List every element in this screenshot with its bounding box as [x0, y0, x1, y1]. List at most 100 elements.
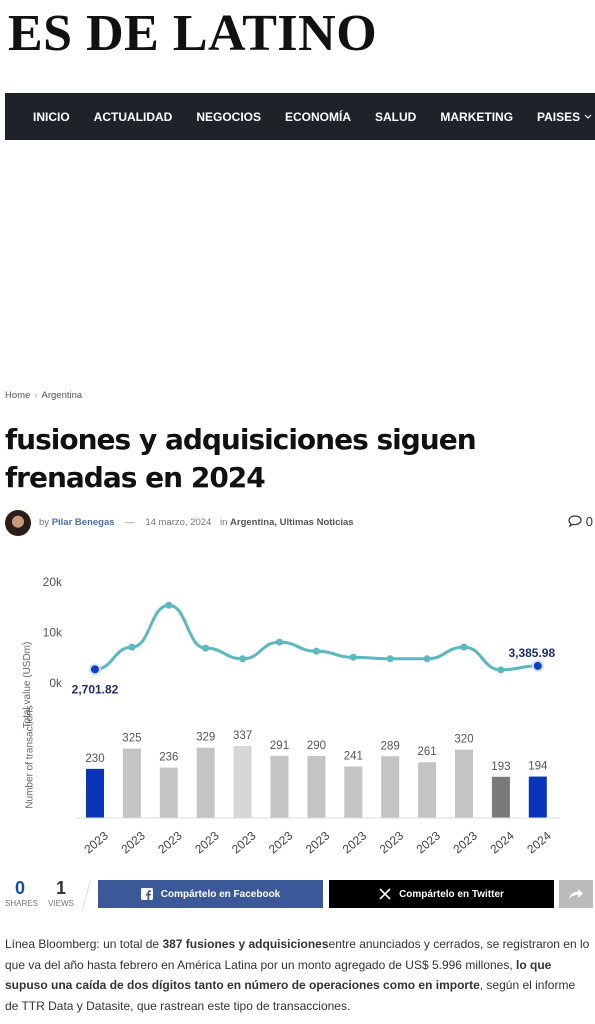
x-tick-label: 2023: [450, 828, 480, 856]
value-label: 337: [233, 730, 252, 742]
bar: [344, 766, 363, 818]
nav-item[interactable]: INICIO: [33, 109, 70, 124]
twitter-button[interactable]: Compártelo en Twitter: [329, 880, 554, 908]
value-label: 241: [344, 751, 363, 763]
x-tick-label: 2023: [155, 828, 185, 856]
article-meta: by Pilar Benegas — 14 marzo, 2024 in Arg…: [5, 510, 593, 536]
value-label: 193: [491, 761, 510, 773]
x-icon: [379, 888, 391, 900]
nav-item[interactable]: SALUD: [375, 109, 417, 124]
value-label: 291: [270, 740, 289, 752]
y-tick-label: 0k: [49, 676, 63, 690]
facebook-button[interactable]: Compártelo en Facebook: [98, 880, 323, 908]
facebook-label: Compártelo en Facebook: [160, 888, 281, 900]
point: [165, 601, 173, 609]
body-text: Línea Bloomberg: un total de: [5, 937, 163, 951]
bar: [196, 747, 215, 818]
value-label: 3,385.98: [508, 646, 555, 660]
y-tick-label: 20k: [43, 575, 63, 589]
facebook-icon: [140, 888, 153, 900]
dropdown-caret: [584, 114, 592, 119]
breadcrumb-link[interactable]: Argentina: [41, 390, 83, 401]
share-bar: 0 SHARES 1 VIEWS Compártelo en Facebook …: [0, 876, 595, 912]
meta-line: by Pilar Benegas — 14 marzo, 2024 in Arg…: [39, 517, 354, 528]
x-tick-label: 2023: [303, 828, 333, 856]
x-tick-label: 2023: [266, 828, 296, 856]
category-link[interactable]: Ultimas Noticias: [279, 517, 354, 528]
bar: [455, 749, 473, 818]
x-tick-label: 2023: [414, 828, 444, 856]
point: [423, 655, 431, 663]
nav-item[interactable]: ECONOMÍA: [285, 109, 352, 124]
value-label: 230: [85, 753, 104, 765]
author-avatar[interactable]: [5, 510, 31, 536]
nav-item[interactable]: PAISES: [537, 109, 581, 124]
views-count: 1: [55, 878, 66, 898]
nav-item[interactable]: MARKETING: [440, 109, 514, 124]
chart: Total value (USDm) Number of transaction…: [22, 575, 560, 856]
point: [202, 644, 210, 652]
value-label: 289: [381, 740, 400, 752]
x-tick-label: 2024: [487, 828, 517, 856]
point: [312, 647, 320, 655]
bar: [159, 767, 178, 818]
body-text: lo que supuso una caída de dos dígitos t…: [5, 957, 552, 993]
x-tick-label: 2023: [192, 828, 222, 856]
point: [386, 655, 394, 663]
site-logo[interactable]: ES DE LATINO: [8, 5, 378, 62]
nav-item[interactable]: NEGOCIOS: [196, 109, 262, 124]
comments[interactable]: 0: [568, 514, 593, 529]
value-line: [94, 603, 538, 672]
point: [349, 653, 357, 661]
x-tick-label: 2023: [377, 828, 407, 856]
bar: [418, 762, 437, 818]
article-title: fusiones y adquisiciones siguen frenadas…: [5, 423, 477, 494]
value-label: 194: [528, 761, 548, 773]
value-label: 2,701.82: [72, 682, 119, 696]
value-label: 320: [454, 734, 473, 746]
date: 14 marzo, 2024: [145, 517, 212, 528]
nav-item[interactable]: ACTUALIDAD: [93, 109, 173, 124]
point: [531, 659, 544, 672]
bar: [122, 748, 141, 818]
shares: 0 SHARES: [5, 878, 38, 908]
x-tick-label: 2023: [81, 828, 111, 856]
value-label: 325: [122, 733, 141, 745]
point: [276, 638, 283, 646]
twitter-label: Compártelo en Twitter: [399, 888, 504, 900]
share-icon: [569, 889, 583, 899]
article-body: Línea Bloomberg: un total de 387 fusione…: [5, 934, 591, 1016]
more-share-button[interactable]: [559, 880, 593, 908]
point: [89, 663, 101, 676]
x-tick-label: 2023: [118, 828, 148, 856]
body-text: 387 fusiones y adquisiciones: [162, 937, 329, 951]
bar: [86, 768, 104, 818]
point: [460, 643, 468, 651]
author-link[interactable]: Pilar Benegas: [51, 517, 115, 528]
y-tick-label: 10k: [43, 626, 63, 640]
in-label: in: [219, 517, 228, 528]
breadcrumb: Home › Argentina: [5, 390, 83, 401]
by-label: by: [39, 517, 50, 528]
value-label: 290: [307, 740, 326, 752]
breadcrumb-link[interactable]: Home: [5, 390, 31, 401]
views-label: VIEWS: [48, 899, 74, 908]
body-text: entre anunciados y cerrados, se registra…: [5, 937, 590, 972]
y-axis-label: Number of transactions: [25, 705, 36, 808]
x-tick-label: 2023: [229, 828, 259, 856]
value-label: 236: [159, 752, 178, 764]
point: [497, 666, 505, 674]
point: [128, 643, 136, 651]
bar: [381, 756, 400, 818]
bar: [528, 776, 547, 818]
bar: [270, 755, 289, 818]
bar: [233, 746, 252, 818]
bar: [491, 776, 510, 818]
point: [239, 655, 247, 663]
x-tick-label: 2023: [340, 828, 370, 856]
comment-icon: [568, 515, 582, 528]
x-tick-label: 2024: [524, 828, 554, 856]
category-link[interactable]: Argentina: [230, 517, 275, 528]
value-label: 261: [418, 746, 437, 758]
